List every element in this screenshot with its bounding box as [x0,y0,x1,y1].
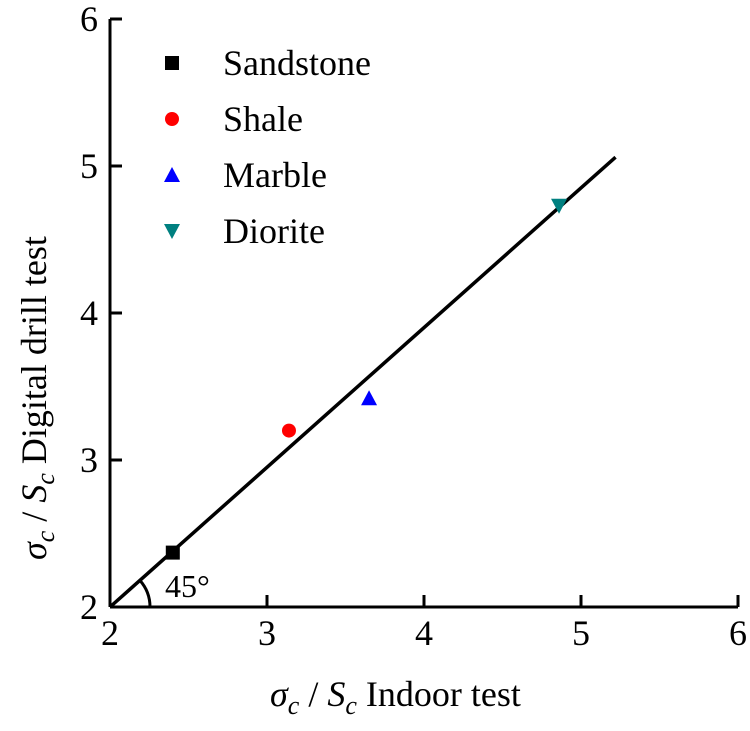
y-axis-title-part: S [14,485,54,503]
fit-line-group [108,155,617,609]
data-point-marble [361,390,378,406]
y-tick-label: 4 [80,293,98,333]
y-axis-title-part: σ [14,541,54,560]
y-axis-title-part: Digital drill test [14,236,54,473]
x-axis-title-part: / [299,674,327,714]
x-axis-title-part: σ [270,674,289,714]
angle-label: 45° [165,568,210,604]
legend-marker-marble [164,167,180,182]
legend-label-sandstone: Sandstone [223,43,371,83]
y-axis-title-part: c [31,530,60,542]
legend: Sandstone Shale Marble Diorite [164,43,371,251]
y-tick-label: 3 [80,440,98,480]
legend-label-marble: Marble [223,155,327,195]
fit-line [108,155,617,609]
x-axis-title: σc / Sc Indoor test [270,674,521,720]
y-axis-title-part: c [31,473,60,485]
legend-label-shale: Shale [223,99,303,139]
x-axis-title-part: Indoor test [357,674,521,714]
data-point-shale [281,423,296,438]
legend-marker-sandstone [165,56,179,70]
y-tick-label: 6 [80,0,98,39]
y-axis-title: σc / Sc Digital drill test [14,236,60,560]
x-tick-label: 3 [258,613,276,653]
legend-marker-diorite [164,224,180,239]
legend-label-diorite: Diorite [223,211,325,251]
y-tick-label: 5 [80,146,98,186]
x-tick-label: 5 [572,613,590,653]
x-tick-label: 6 [729,613,747,653]
x-tick-label: 2 [101,613,119,653]
y-axis-title-part: / [14,503,54,531]
y-tick-label: 2 [80,587,98,627]
data-point-diorite [551,198,568,214]
x-axis-title-part: c [345,691,357,720]
angle-annotation-group: 45° [138,568,210,608]
tick-labels: 2 3 4 5 6 2 3 4 5 6 [80,0,747,653]
axes [108,19,738,609]
data-point-sandstone [165,545,180,560]
x-axis-title-part: S [327,674,345,714]
data-points [165,198,568,560]
x-axis-title-part: c [288,691,300,720]
x-tick-label: 4 [415,613,433,653]
angle-arc [138,579,152,608]
legend-marker-shale [165,112,179,126]
